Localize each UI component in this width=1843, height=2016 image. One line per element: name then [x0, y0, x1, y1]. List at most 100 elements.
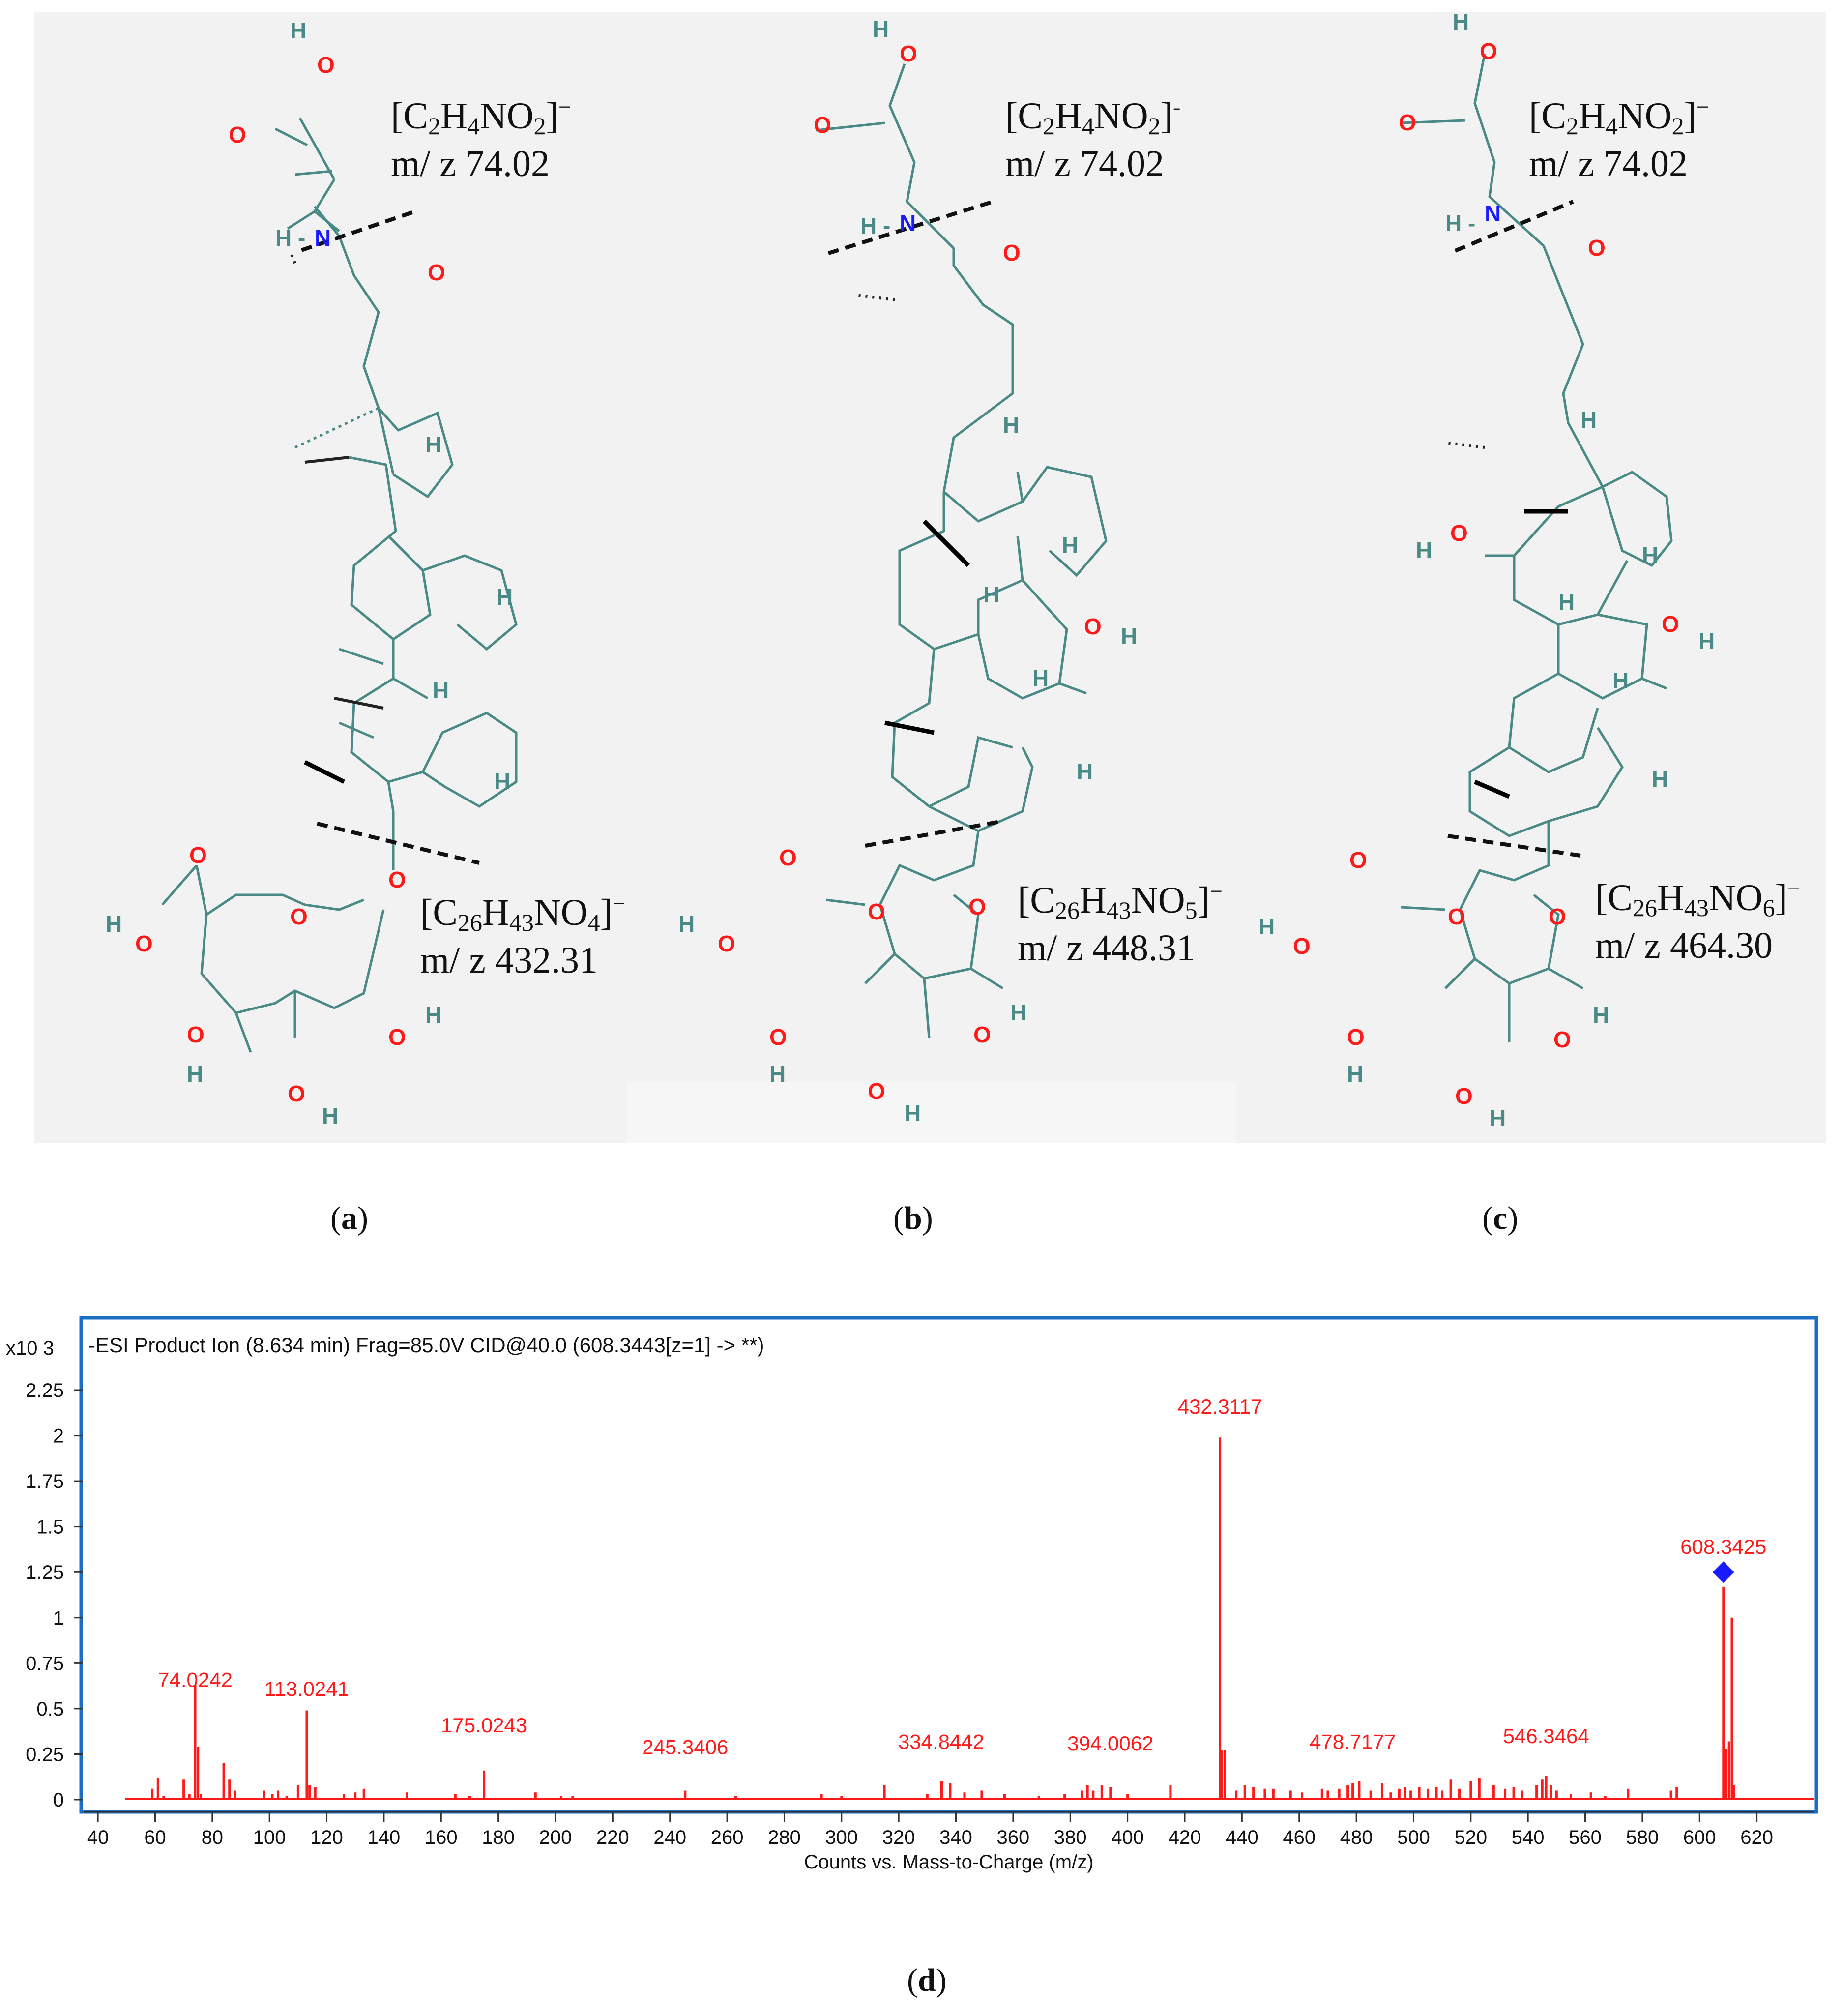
atom-label: O	[189, 842, 207, 868]
atom-label: O	[1293, 933, 1311, 959]
molecule-c: H O O H - N O H O H H H O H H H O O O H …	[1258, 9, 1715, 1131]
peak-label: 175.0243	[441, 1714, 527, 1737]
atom-label: O	[1450, 520, 1468, 546]
atom-label: H	[1558, 589, 1575, 615]
atom-label: O	[779, 845, 797, 870]
atom-label: H	[425, 1002, 441, 1028]
x-tick-label: 300	[825, 1827, 858, 1848]
x-tick-label: 620	[1740, 1827, 1773, 1848]
atom-label: O	[900, 41, 917, 66]
peaks-layer	[125, 1437, 1814, 1800]
x-tick-label: 160	[425, 1827, 458, 1848]
atom-label: H	[1416, 537, 1432, 563]
atom-label: O	[868, 1078, 885, 1104]
x-tick-label: 240	[653, 1827, 686, 1848]
atom-label: H	[1003, 412, 1019, 438]
atom-label: H	[1077, 759, 1093, 784]
x-tick-label: 200	[539, 1827, 572, 1848]
x-axis-label: Counts vs. Mass-to-Charge (m/z)	[804, 1851, 1093, 1873]
atom-label: H	[1652, 766, 1668, 792]
x-tick-label: 480	[1340, 1827, 1373, 1848]
atom-label: O	[388, 867, 406, 892]
atom-label: H	[873, 16, 889, 42]
x-tick-label: 580	[1626, 1827, 1659, 1848]
y-tick-label: 1.25	[26, 1562, 64, 1583]
precursor-marker	[1712, 1561, 1734, 1583]
x-tick-label: 100	[253, 1827, 286, 1848]
atom-label: H	[106, 911, 122, 937]
x-tick-label: 80	[202, 1827, 224, 1848]
y-axis: 0 0.25 0.5 0.75 1 1.25 1.5 1.75 2 2.25	[26, 1380, 83, 1811]
molecule-b: H O O H - N O H H H O H H H O O O H O O …	[678, 16, 1137, 1126]
atom-label: O	[973, 1022, 991, 1047]
atom-label: H	[905, 1100, 921, 1126]
atom-label: H	[187, 1061, 203, 1087]
x-tick-label: 260	[711, 1827, 744, 1848]
fragment-a-bottom: [C26H43NO4]− m/ z 432.31	[420, 891, 625, 981]
atom-label: H	[1032, 665, 1049, 691]
atom-label: H	[497, 584, 513, 610]
atom-label: O	[1553, 1027, 1571, 1052]
atom-label: N	[900, 210, 916, 236]
peak-label: 334.8442	[898, 1730, 984, 1753]
atom-label: H	[1593, 1002, 1609, 1028]
atom-label: H	[1258, 914, 1275, 939]
x-tick-label: 400	[1111, 1827, 1144, 1848]
atom-label: H -	[275, 225, 305, 251]
atom-label: O	[1549, 904, 1566, 929]
x-tick-label: 560	[1569, 1827, 1602, 1848]
atom-label: O	[290, 904, 308, 929]
molecule-b-bonds	[816, 63, 1108, 1038]
chart-frame	[79, 1316, 1818, 1814]
x-tick-label: 380	[1054, 1827, 1087, 1848]
fragment-a-bottom-mz: m/ z 432.31	[420, 940, 598, 981]
atom-label: O	[1588, 235, 1606, 261]
x-tick-label: 40	[87, 1827, 109, 1848]
fragment-c-top: [C2H4NO2]− m/ z 74.02	[1529, 94, 1709, 184]
atom-label: H	[1580, 407, 1597, 433]
atom-label: H	[1062, 533, 1078, 558]
atom-label: H	[1347, 1061, 1363, 1087]
peak-label: 245.3406	[642, 1735, 728, 1758]
x-tick-label: 420	[1169, 1827, 1201, 1848]
atom-label: H	[769, 1061, 786, 1087]
atom-label: O	[1480, 38, 1497, 64]
x-tick-label: 340	[939, 1827, 972, 1848]
atom-label: H	[425, 432, 441, 457]
fragment-b-top: [C2H4NO2]- m/ z 74.02	[1005, 94, 1181, 184]
panel-letter-d: (d)	[907, 1962, 947, 1998]
x-tick-label: 440	[1226, 1827, 1258, 1848]
atom-label: O	[1349, 847, 1367, 873]
atom-label: H	[1612, 668, 1629, 693]
atom-label: H	[1121, 623, 1137, 649]
atom-label: O	[1003, 240, 1021, 266]
atom-label: O	[135, 931, 153, 956]
x-tick-label: 540	[1512, 1827, 1545, 1848]
fragment-c-bottom-mz: m/ z 464.30	[1595, 925, 1773, 966]
atom-label: O	[1448, 904, 1465, 929]
x-tick-label: 320	[882, 1827, 915, 1848]
y-tick-label: 1.5	[36, 1516, 64, 1538]
y-tick-label: 1	[53, 1607, 64, 1629]
x-tick-label: 220	[596, 1827, 629, 1848]
peak-labels-layer: 74.0242 113.0241 175.0243 245.3406 334.8442 3…	[158, 1395, 1766, 1758]
fragment-b-top-mz: m/ z 74.02	[1005, 143, 1164, 184]
atom-label: O	[1455, 1083, 1473, 1109]
peak-label: 546.3464	[1503, 1724, 1589, 1748]
y-tick-label: 0.25	[26, 1744, 64, 1765]
peak-label: 478.7177	[1310, 1730, 1396, 1753]
atom-label: H	[1642, 542, 1658, 568]
structures-panel-background	[34, 12, 1826, 1143]
atom-label: O	[1347, 1024, 1365, 1050]
x-tick-label: 600	[1683, 1827, 1716, 1848]
atom-label: O	[229, 122, 246, 148]
atom-label: O	[814, 112, 831, 138]
x-tick-label: 120	[310, 1827, 343, 1848]
fragment-b-bottom-mz: m/ z 448.31	[1018, 927, 1195, 969]
y-tick-label: 0.5	[36, 1698, 64, 1720]
atom-label: O	[868, 899, 885, 924]
atom-label: O	[1084, 614, 1102, 639]
peak-label: 608.3425	[1680, 1535, 1766, 1558]
x-tick-label: 520	[1454, 1827, 1487, 1848]
molecule-a: H O O H - N O H H H H O O H O O O H O H …	[106, 18, 518, 1128]
